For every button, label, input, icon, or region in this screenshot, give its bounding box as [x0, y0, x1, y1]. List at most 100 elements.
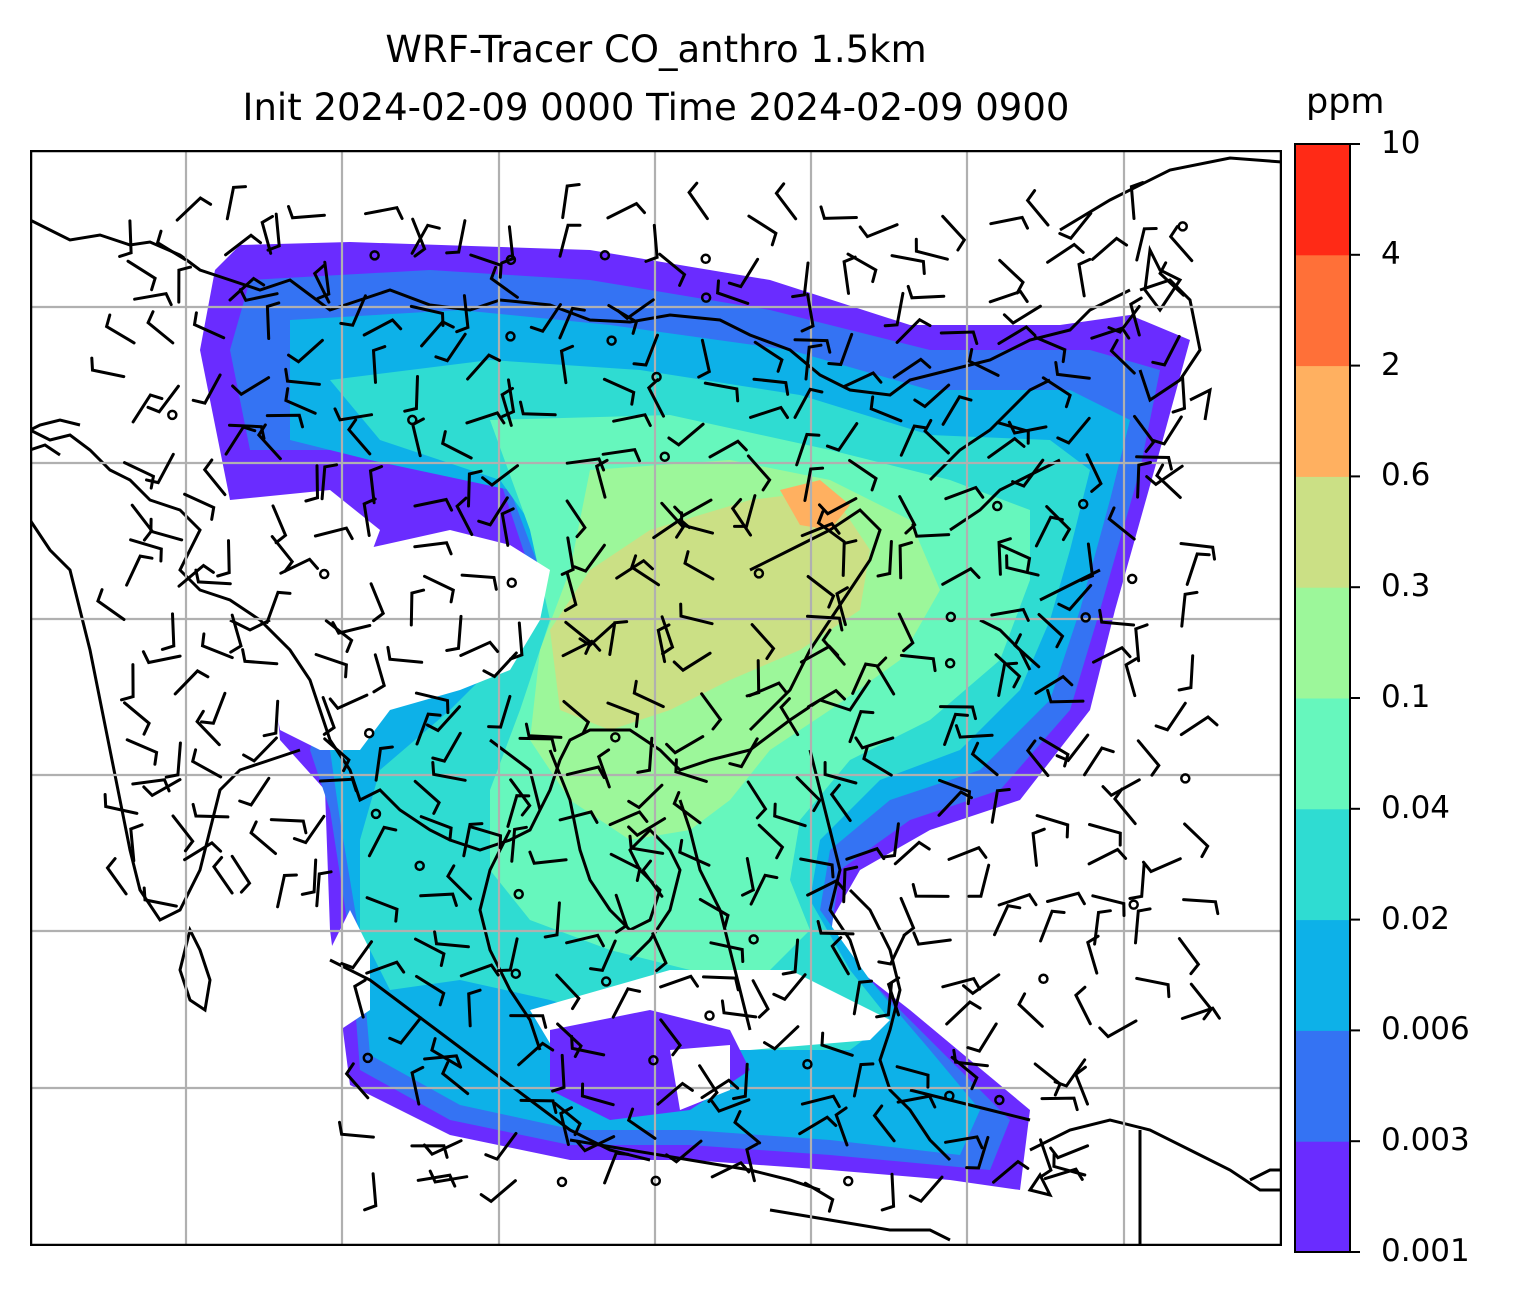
wind-barb — [646, 378, 665, 418]
wind-barb — [467, 469, 483, 508]
wind-barb — [465, 411, 506, 425]
wind-barb — [852, 1062, 875, 1098]
wind-barb — [892, 357, 932, 379]
wind-barb — [320, 463, 339, 501]
wind-barb — [997, 325, 1037, 345]
wind-barb — [795, 776, 822, 813]
wind-barb — [880, 1172, 896, 1212]
wind-barb — [1107, 506, 1136, 541]
wind-barb — [791, 261, 810, 299]
wind-barb — [467, 988, 482, 1028]
wind-barb — [195, 709, 221, 747]
calm-wind-marker — [802, 1058, 813, 1070]
wind-barb — [1054, 361, 1091, 380]
wind-barb — [827, 332, 854, 367]
wind-barb — [820, 1031, 854, 1057]
wind-barb — [292, 814, 326, 845]
wind-barb — [898, 541, 914, 580]
wind-barb — [630, 554, 660, 587]
wind-barb — [993, 904, 1022, 937]
colorbar-tick-label: 0.006 — [1381, 1011, 1470, 1048]
wind-barb — [1135, 976, 1171, 999]
wind-barb — [287, 205, 326, 220]
wind-barb — [509, 621, 524, 661]
wind-barb — [899, 653, 937, 673]
wind-barb — [1182, 898, 1220, 916]
wind-barb — [362, 497, 377, 537]
wind-barb — [1002, 304, 1042, 325]
wind-barb — [1083, 746, 1115, 777]
wind-barb — [415, 712, 442, 746]
wind-barb — [602, 377, 636, 406]
wind-barb — [683, 550, 715, 581]
wind-barb — [410, 1144, 449, 1159]
wind-barb — [823, 761, 858, 785]
wind-barb — [177, 563, 215, 588]
wind-barb — [477, 496, 509, 527]
wind-barb — [779, 697, 800, 737]
wind-barb — [388, 1016, 423, 1045]
wind-barb — [279, 557, 319, 575]
colorbar-ticks — [1350, 143, 1360, 1253]
wind-barb — [835, 586, 849, 627]
wind-barb — [660, 501, 686, 539]
wind-barb — [1053, 1058, 1087, 1088]
wind-barb — [225, 185, 247, 221]
wind-barb — [845, 846, 886, 861]
wind-barb — [212, 856, 234, 895]
wind-barb — [941, 214, 967, 252]
calm-wind-marker — [513, 888, 524, 900]
wind-barb — [500, 225, 515, 265]
wind-barb — [609, 852, 642, 882]
wind-barb — [1135, 455, 1173, 471]
wind-barb — [709, 941, 745, 963]
wind-barb — [803, 1181, 835, 1213]
wind-barb — [1098, 1019, 1138, 1039]
wind-barb — [313, 526, 354, 541]
calm-wind-marker — [650, 1175, 662, 1187]
wind-barb — [276, 873, 298, 909]
wind-barb — [890, 254, 926, 275]
wind-barb — [854, 736, 895, 750]
wind-barb — [674, 758, 708, 783]
wind-barb — [331, 621, 372, 635]
wind-barb — [229, 613, 243, 654]
wind-barb — [428, 1169, 469, 1184]
wind-barb — [1129, 296, 1143, 337]
wind-barb — [1013, 633, 1041, 669]
wind-barb — [422, 1139, 463, 1157]
wind-barb — [941, 976, 982, 991]
wind-barb — [338, 1120, 375, 1139]
wind-barb — [125, 738, 159, 766]
calm-wind-marker — [369, 250, 380, 261]
wind-barb — [149, 517, 184, 542]
colorbar-tick-label: 0.1 — [1381, 679, 1431, 715]
calm-wind-marker — [1128, 899, 1139, 910]
wind-barb — [468, 825, 503, 850]
wind-barb — [374, 745, 394, 782]
wind-barb — [142, 886, 178, 908]
wind-barb — [1057, 584, 1093, 612]
calm-wind-marker — [318, 568, 330, 580]
wind-barb — [155, 229, 187, 261]
wind-barb — [553, 1102, 582, 1137]
wind-barb — [519, 1098, 558, 1114]
wind-barb — [509, 1014, 548, 1029]
calm-wind-marker — [944, 1090, 955, 1102]
colorbar — [1294, 143, 1360, 1253]
wind-barb — [753, 340, 784, 373]
calm-wind-marker — [606, 335, 617, 346]
calm-wind-marker — [167, 409, 178, 421]
wind-barb — [164, 741, 182, 779]
wind-barb — [626, 1107, 657, 1140]
wind-barb — [944, 485, 985, 501]
wind-barb — [265, 413, 304, 429]
wind-barb — [656, 623, 671, 664]
wind-barb — [173, 669, 210, 696]
colorbar-block — [1295, 698, 1350, 810]
wind-barb — [829, 783, 852, 822]
wind-barb — [1055, 733, 1090, 763]
wind-barb — [445, 614, 463, 652]
wind-barb — [260, 214, 274, 255]
wind-barb — [411, 417, 425, 458]
